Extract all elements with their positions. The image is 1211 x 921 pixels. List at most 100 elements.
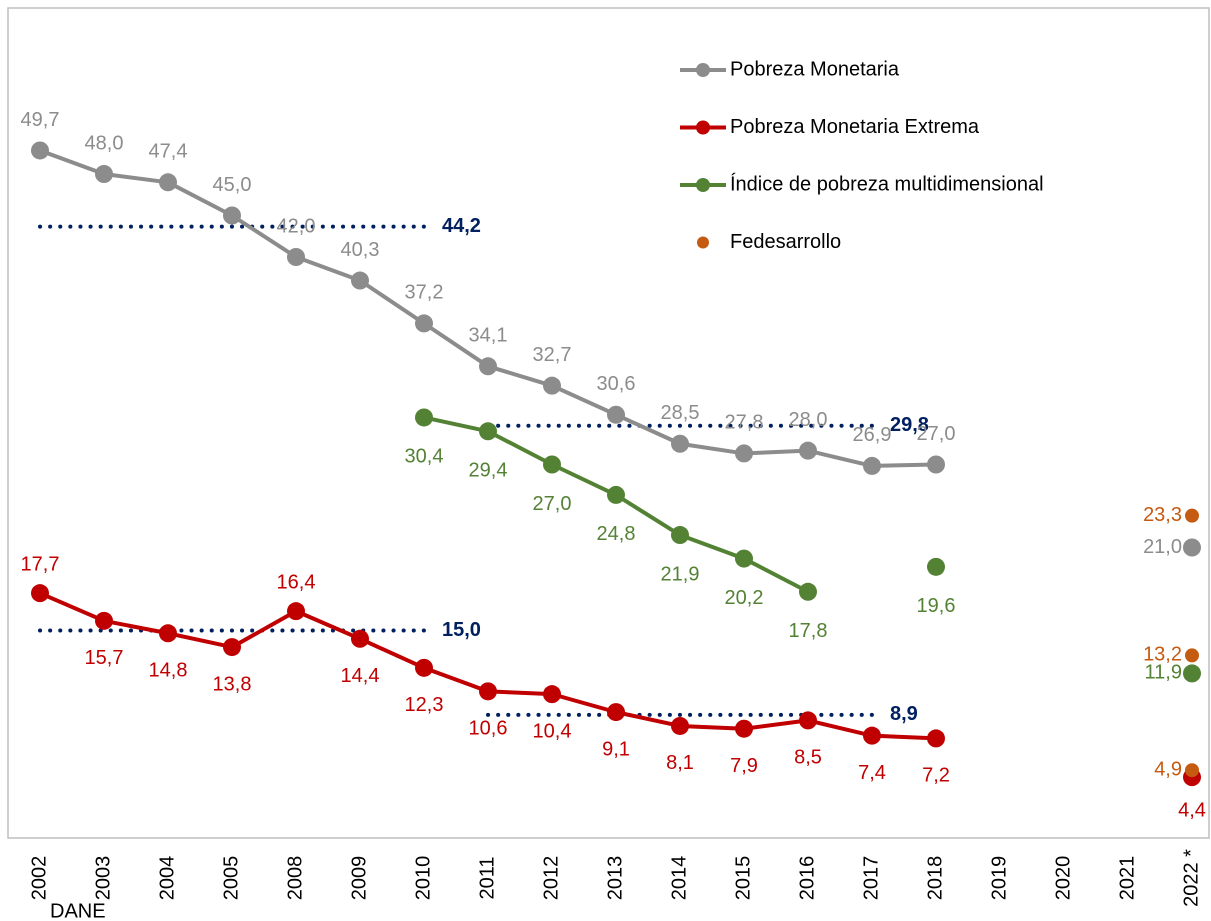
value-label: 37,2 <box>405 282 444 304</box>
x-tick-label: 2020 <box>1052 856 1074 901</box>
x-tick-label: 2016 <box>796 856 818 901</box>
x-tick-label: 2008 <box>284 856 306 901</box>
marker <box>735 549 753 568</box>
legend-label: Pobreza Monetaria <box>730 58 900 80</box>
x-tick-label: 2018 <box>924 856 946 901</box>
x-tick-label: 2003 <box>92 856 114 901</box>
value-label: 7,2 <box>922 765 950 787</box>
value-label: 7,4 <box>858 762 886 784</box>
value-label: 20,2 <box>725 587 764 609</box>
x-tick-label: 2017 <box>860 856 882 901</box>
value-label: 14,4 <box>341 665 380 687</box>
legend-label: Índice de pobreza multidimensional <box>730 172 1044 195</box>
value-label: 4,4 <box>1178 799 1206 821</box>
reference-label: 29,8 <box>890 414 929 436</box>
marker <box>159 173 177 192</box>
marker <box>415 408 433 427</box>
value-label: 27,8 <box>725 412 764 434</box>
x-tick-label: 2019 <box>988 856 1010 901</box>
marker <box>1183 538 1201 557</box>
marker <box>607 405 625 424</box>
value-label: 19,6 <box>917 595 956 617</box>
marker <box>159 624 177 643</box>
marker <box>95 611 113 630</box>
marker <box>671 716 689 735</box>
marker <box>607 485 625 504</box>
value-label: 13,8 <box>213 673 252 695</box>
x-tick-label: 2022 * <box>1180 849 1202 907</box>
value-label: 16,4 <box>277 571 316 593</box>
fedesarrollo-marker <box>1185 763 1199 778</box>
marker <box>479 682 497 701</box>
marker <box>95 165 113 183</box>
legend-label: Fedesarrollo <box>730 231 841 253</box>
value-label: 45,0 <box>213 174 252 196</box>
marker <box>799 582 817 601</box>
x-tick-label: 2013 <box>604 856 626 901</box>
legend-marker <box>696 178 710 192</box>
value-label: 4,9 <box>1154 758 1182 780</box>
x-tick-label: 2002 <box>28 856 50 901</box>
x-tick-label: 2005 <box>220 856 242 901</box>
fedesarrollo-marker <box>1185 648 1199 663</box>
value-label: 11,9 <box>1145 662 1182 684</box>
value-label: 32,7 <box>533 344 572 366</box>
x-tick-label: 2012 <box>540 856 562 901</box>
marker <box>863 456 881 475</box>
x-tick-label: 2015 <box>732 856 754 901</box>
x-tick-label: 2010 <box>412 856 434 901</box>
marker <box>927 729 945 748</box>
value-label: 49,7 <box>21 109 60 131</box>
x-tick-label: 2009 <box>348 856 370 901</box>
marker <box>799 441 817 460</box>
x-tick-label: 2004 <box>156 856 178 901</box>
value-label: 47,4 <box>149 141 188 163</box>
reference-label: 44,2 <box>442 215 481 237</box>
value-label: 28,5 <box>661 402 700 424</box>
marker <box>479 357 497 376</box>
value-label: 27,0 <box>917 423 956 445</box>
reference-label: 15,0 <box>442 619 481 641</box>
marker <box>543 685 561 704</box>
marker <box>479 422 497 441</box>
reference-label: 8,9 <box>890 703 918 725</box>
marker <box>735 719 753 738</box>
marker <box>543 376 561 395</box>
marker <box>927 455 945 474</box>
marker <box>543 455 561 474</box>
value-label: 15,7 <box>85 647 124 669</box>
marker <box>223 206 241 225</box>
value-label: 8,5 <box>794 747 822 769</box>
legend-marker <box>696 120 710 135</box>
marker <box>607 703 625 722</box>
value-label: 24,8 <box>597 523 636 545</box>
marker <box>735 444 753 463</box>
value-label: 48,0 <box>85 132 124 154</box>
x-tick-label: 2014 <box>668 856 690 901</box>
value-label: 29,4 <box>469 460 508 482</box>
value-label: 23,3 <box>1143 504 1182 526</box>
legend-marker <box>696 63 710 77</box>
value-label: 7,9 <box>730 755 758 777</box>
value-label: 21,0 <box>1143 536 1182 558</box>
marker <box>863 726 881 745</box>
marker <box>287 602 305 621</box>
value-label: 10,6 <box>469 718 508 740</box>
value-label: 30,6 <box>597 373 636 395</box>
value-label: 27,0 <box>533 493 572 515</box>
value-label: 17,7 <box>21 553 60 575</box>
value-label: 40,3 <box>341 239 380 261</box>
marker <box>351 629 369 648</box>
marker <box>223 638 241 657</box>
value-label: 9,1 <box>602 738 630 760</box>
legend-marker <box>697 236 709 249</box>
value-label: 12,3 <box>405 694 444 716</box>
value-label: 30,4 <box>405 446 444 468</box>
marker <box>927 557 945 576</box>
plot-border <box>7 7 1210 839</box>
source: DANE <box>50 900 106 921</box>
marker <box>31 584 49 603</box>
x-tick-label: 2011 <box>476 856 498 899</box>
legend-label: Pobreza Monetaria Extrema <box>730 116 980 138</box>
